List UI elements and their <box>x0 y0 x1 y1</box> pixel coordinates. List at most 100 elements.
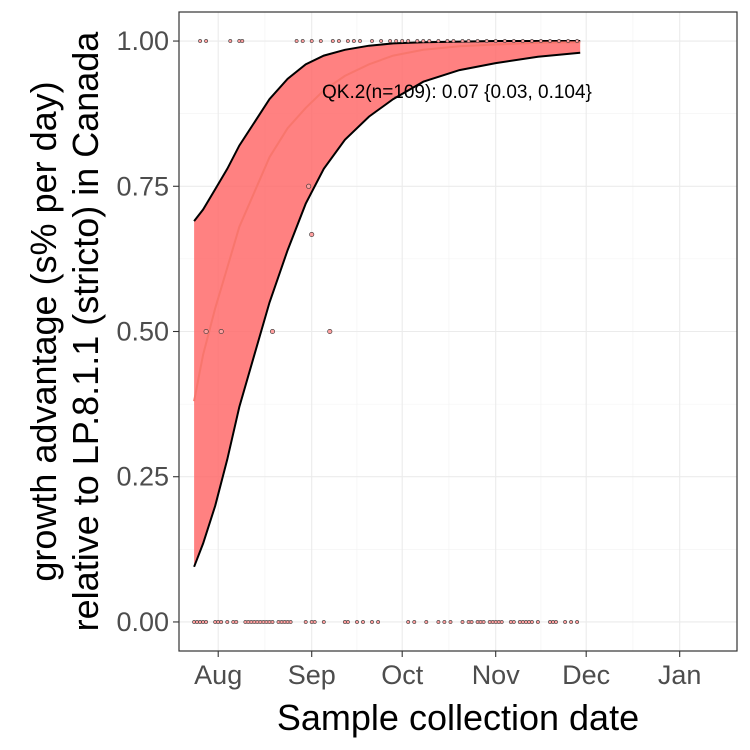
data-point <box>400 39 405 43</box>
data-point <box>270 620 275 624</box>
data-point <box>330 39 335 43</box>
data-point <box>228 39 233 43</box>
data-point <box>469 620 474 624</box>
data-point <box>520 39 525 43</box>
confidence-ribbon <box>194 41 581 567</box>
data-points-layer <box>192 39 580 624</box>
data-point <box>530 620 534 624</box>
data-point <box>288 620 293 624</box>
data-point <box>225 620 230 624</box>
fit-line <box>193 41 581 402</box>
data-point <box>575 39 580 43</box>
data-point <box>484 39 489 43</box>
axis-ticks-layer: 0.00 0.25 0.50 0.75 1.00 Aug Sep Oct Nov Dec Jan <box>116 26 701 690</box>
x-tick-label: Jan <box>658 660 702 690</box>
x-tick-label: Aug <box>194 660 242 690</box>
data-point <box>502 39 507 43</box>
data-point <box>204 620 209 624</box>
data-point <box>294 39 299 43</box>
data-point <box>566 39 571 43</box>
data-point <box>575 620 580 624</box>
y-tick-label: 0.50 <box>116 317 169 347</box>
data-point <box>303 620 308 624</box>
y-axis-title-line2: relative to LP.8.1.1 (stricto) in Canada <box>65 31 106 632</box>
data-point <box>530 39 534 43</box>
data-point <box>355 620 359 624</box>
data-point <box>345 620 350 624</box>
ribbon-lower-bound <box>193 51 581 568</box>
data-point <box>466 39 471 43</box>
data-point <box>204 39 209 43</box>
data-point <box>475 39 480 43</box>
data-point <box>203 328 209 334</box>
data-point <box>421 39 426 43</box>
data-point <box>554 620 558 624</box>
data-point <box>448 620 453 624</box>
plot-border <box>178 11 738 652</box>
data-point <box>539 39 543 43</box>
data-point <box>548 39 552 43</box>
data-point <box>481 620 486 624</box>
data-point <box>460 39 465 43</box>
data-point <box>569 620 574 624</box>
data-point <box>309 39 314 43</box>
data-point <box>276 620 281 624</box>
y-axis-title-line1: growth advantage (s% per day) <box>23 81 64 581</box>
data-point <box>309 232 315 238</box>
y-tick-label: 1.00 <box>116 26 169 56</box>
data-point <box>499 620 504 624</box>
data-point <box>306 183 312 189</box>
data-point <box>234 620 239 624</box>
data-point <box>406 39 411 43</box>
data-point <box>388 39 393 43</box>
data-point <box>536 620 540 624</box>
data-point <box>427 39 432 43</box>
data-point <box>436 39 441 43</box>
x-tick-label: Sep <box>288 660 336 690</box>
data-point <box>351 39 356 43</box>
x-tick-label: Nov <box>472 660 521 690</box>
data-point <box>321 620 326 624</box>
data-point <box>269 328 275 334</box>
data-point <box>218 328 224 334</box>
x-axis-title: Sample collection date <box>277 697 639 738</box>
data-point <box>300 39 305 43</box>
confidence-ribbon-layer <box>193 40 581 568</box>
data-point <box>336 39 341 43</box>
data-point <box>406 620 411 624</box>
data-point <box>511 620 516 624</box>
data-point <box>345 39 350 43</box>
data-point <box>460 620 465 624</box>
data-point <box>198 39 203 43</box>
data-point <box>412 620 417 624</box>
data-point <box>258 620 263 624</box>
data-point <box>451 39 456 43</box>
data-point <box>370 39 374 43</box>
data-point <box>415 39 420 43</box>
y-tick-label: 0.75 <box>116 171 169 201</box>
data-point <box>445 39 450 43</box>
data-point <box>312 620 317 624</box>
data-point <box>318 39 323 43</box>
data-point <box>563 620 568 624</box>
data-point <box>424 620 429 624</box>
data-point <box>442 620 447 624</box>
data-point <box>240 39 245 43</box>
data-point <box>219 620 224 624</box>
data-point <box>493 39 498 43</box>
data-point <box>370 620 374 624</box>
data-point <box>511 39 516 43</box>
y-tick-label: 0.00 <box>116 607 169 637</box>
data-point <box>436 620 441 624</box>
y-tick-label: 0.25 <box>116 462 169 492</box>
data-point <box>327 328 333 334</box>
data-point <box>394 39 399 43</box>
variant-annotation: QK.2(n=109): 0.07 {0.03, 0.104} <box>322 82 592 103</box>
data-point <box>379 39 384 43</box>
data-point <box>361 620 365 624</box>
x-tick-label: Oct <box>381 660 424 690</box>
data-point <box>520 620 525 624</box>
x-tick-label: Dec <box>562 660 610 690</box>
data-point <box>358 39 362 43</box>
